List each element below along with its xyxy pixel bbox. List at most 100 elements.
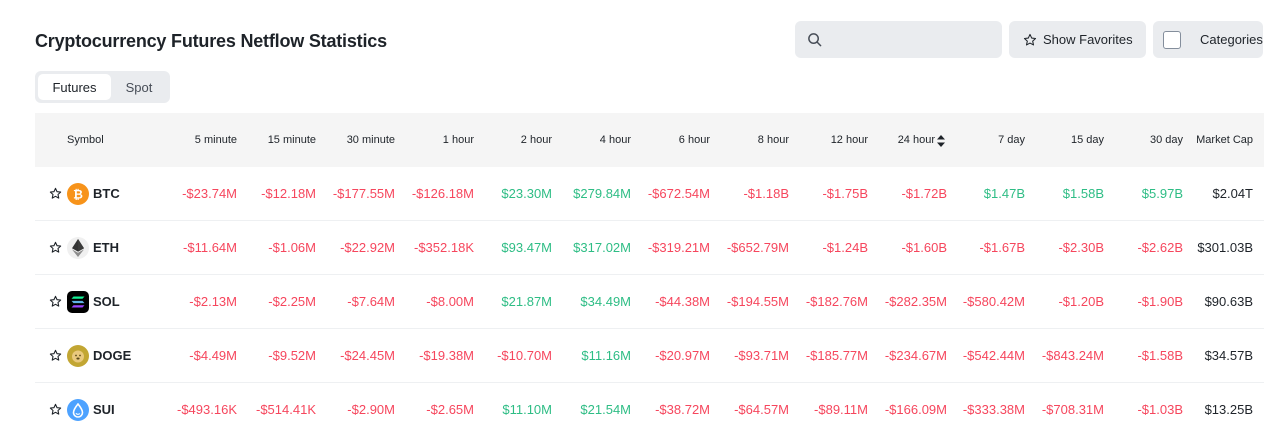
netflow-8h: -$652.79M bbox=[726, 240, 789, 255]
netflow-5m: -$2.13M bbox=[189, 294, 237, 309]
netflow-15m: -$514.41K bbox=[256, 402, 316, 417]
netflow-30m: -$24.45M bbox=[340, 348, 395, 363]
netflow-1h: -$126.18M bbox=[411, 186, 474, 201]
netflow-15d: -$1.20B bbox=[1058, 294, 1104, 309]
netflow-5m: -$4.49M bbox=[189, 348, 237, 363]
netflow-6h: -$38.72M bbox=[655, 402, 710, 417]
netflow-24h: -$1.60B bbox=[901, 240, 947, 255]
netflow-8h: -$1.18B bbox=[743, 186, 789, 201]
column-header-7d[interactable]: 7 day bbox=[998, 134, 1025, 146]
netflow-4h: $11.16M bbox=[581, 348, 631, 363]
market-cap-value: $90.63B bbox=[1204, 294, 1253, 309]
column-header-30d[interactable]: 30 day bbox=[1149, 134, 1183, 146]
show-favorites-label: Show Favorites bbox=[1043, 32, 1133, 47]
netflow-15m: -$9.52M bbox=[268, 348, 316, 363]
netflow-7d: $1.47B bbox=[983, 186, 1025, 201]
table-row[interactable]: DOGE -$4.49M -$9.52M -$24.45M -$19.38M -$10.7… bbox=[35, 329, 1264, 383]
netflow-5m: -$23.74M bbox=[182, 186, 237, 201]
categories-label: Categories bbox=[1200, 32, 1263, 47]
ethereum-icon bbox=[67, 237, 89, 259]
netflow-7d: -$542.44M bbox=[962, 348, 1025, 363]
netflow-6h: -$44.38M bbox=[655, 294, 710, 309]
categories-button[interactable]: Categories bbox=[1153, 21, 1263, 58]
column-header-5m[interactable]: 5 minute bbox=[194, 134, 237, 146]
favorite-star-icon[interactable] bbox=[49, 187, 62, 200]
table-row[interactable]: SOL -$2.13M -$2.25M -$7.64M -$8.00M $21.87M $3… bbox=[35, 275, 1264, 329]
column-header-6h[interactable]: 6 hour bbox=[678, 134, 710, 146]
netflow-30d: -$2.62B bbox=[1137, 240, 1183, 255]
netflow-4h: $317.02M bbox=[573, 240, 631, 255]
netflow-1h: -$2.65M bbox=[426, 402, 474, 417]
column-header-symbol: Symbol bbox=[67, 134, 104, 146]
market-type-tabs: Futures Spot bbox=[35, 71, 170, 103]
netflow-30d: -$1.90B bbox=[1137, 294, 1183, 309]
coin-symbol: SUI bbox=[93, 402, 115, 417]
netflow-12h: -$182.76M bbox=[805, 294, 868, 309]
market-cap-value: $13.25B bbox=[1204, 402, 1253, 417]
favorite-star-icon[interactable] bbox=[49, 295, 62, 308]
favorite-star-icon[interactable] bbox=[49, 241, 62, 254]
column-header-2h[interactable]: 2 hour bbox=[520, 134, 552, 146]
netflow-15d: -$843.24M bbox=[1041, 348, 1104, 363]
netflow-8h: -$64.57M bbox=[734, 402, 789, 417]
netflow-8h: -$194.55M bbox=[726, 294, 789, 309]
netflow-4h: $21.54M bbox=[580, 402, 631, 417]
table-row[interactable]: SUI -$493.16K -$514.41K -$2.90M -$2.65M $11.1… bbox=[35, 383, 1264, 432]
netflow-7d: -$580.42M bbox=[962, 294, 1025, 309]
netflow-30m: -$177.55M bbox=[332, 186, 395, 201]
netflow-2h: $11.10M bbox=[502, 402, 552, 417]
sui-icon bbox=[67, 399, 89, 421]
dogecoin-icon bbox=[67, 345, 89, 367]
netflow-7d: -$1.67B bbox=[979, 240, 1025, 255]
coin-symbol: ETH bbox=[93, 240, 119, 255]
favorite-star-icon[interactable] bbox=[49, 349, 62, 362]
netflow-1h: -$8.00M bbox=[426, 294, 474, 309]
netflow-2h: $93.47M bbox=[501, 240, 552, 255]
netflow-12h: -$89.11M bbox=[814, 402, 868, 417]
netflow-6h: -$672.54M bbox=[647, 186, 710, 201]
column-header-30m[interactable]: 30 minute bbox=[346, 134, 395, 146]
column-header-24h[interactable]: 24 hour bbox=[897, 134, 935, 146]
netflow-12h: -$1.24B bbox=[822, 240, 868, 255]
column-header-market-cap[interactable]: Market Cap bbox=[1196, 134, 1253, 146]
search-icon bbox=[808, 33, 822, 47]
netflow-15d: $1.58B bbox=[1062, 186, 1104, 201]
show-favorites-button[interactable]: Show Favorites bbox=[1009, 21, 1146, 58]
column-header-12h[interactable]: 12 hour bbox=[830, 134, 868, 146]
column-header-8h[interactable]: 8 hour bbox=[757, 134, 789, 146]
page-title: Cryptocurrency Futures Netflow Statistic… bbox=[35, 31, 387, 51]
netflow-30m: -$7.64M bbox=[347, 294, 395, 309]
categories-checkbox[interactable] bbox=[1163, 30, 1181, 49]
table-header: Symbol 5 minute 15 minute 30 minute 1 ho… bbox=[35, 113, 1264, 167]
netflow-1h: -$19.38M bbox=[419, 348, 474, 363]
netflow-1h: -$352.18K bbox=[414, 240, 474, 255]
favorite-star-icon[interactable] bbox=[49, 403, 62, 416]
tab-futures[interactable]: Futures bbox=[38, 74, 111, 100]
tab-spot[interactable]: Spot bbox=[125, 79, 153, 95]
netflow-24h: -$166.09M bbox=[884, 402, 947, 417]
netflow-5m: -$493.16K bbox=[177, 402, 237, 417]
sort-icon[interactable] bbox=[937, 135, 945, 147]
column-header-4h[interactable]: 4 hour bbox=[599, 134, 631, 146]
column-header-15m[interactable]: 15 minute bbox=[267, 134, 316, 146]
netflow-30d: $5.97B bbox=[1141, 186, 1183, 201]
netflow-15m: -$12.18M bbox=[261, 186, 316, 201]
svg-text:₿: ₿ bbox=[73, 188, 83, 202]
netflow-4h: $34.49M bbox=[580, 294, 631, 309]
netflow-8h: -$93.71M bbox=[734, 348, 789, 363]
bitcoin-icon: ₿ bbox=[67, 183, 89, 205]
table-row[interactable]: ₿ BTC -$23.74M -$12.18M -$177.55M -$126.18M $2… bbox=[35, 167, 1264, 221]
column-header-1h[interactable]: 1 hour bbox=[442, 134, 474, 146]
netflow-12h: -$185.77M bbox=[805, 348, 868, 363]
netflow-24h: -$234.67M bbox=[884, 348, 947, 363]
table-row[interactable]: ETH -$11.64M -$1.06M -$22.92M -$352.18K $93.4… bbox=[35, 221, 1264, 275]
star-outline-icon bbox=[1023, 33, 1037, 45]
netflow-2h: $23.30M bbox=[501, 186, 552, 201]
market-cap-value: $301.03B bbox=[1197, 240, 1253, 255]
search-input[interactable] bbox=[795, 21, 1002, 58]
column-header-15d[interactable]: 15 day bbox=[1070, 134, 1104, 146]
netflow-15m: -$2.25M bbox=[268, 294, 316, 309]
netflow-5m: -$11.64M bbox=[183, 240, 237, 255]
netflow-15d: -$708.31M bbox=[1041, 402, 1104, 417]
coin-symbol: BTC bbox=[93, 186, 120, 201]
